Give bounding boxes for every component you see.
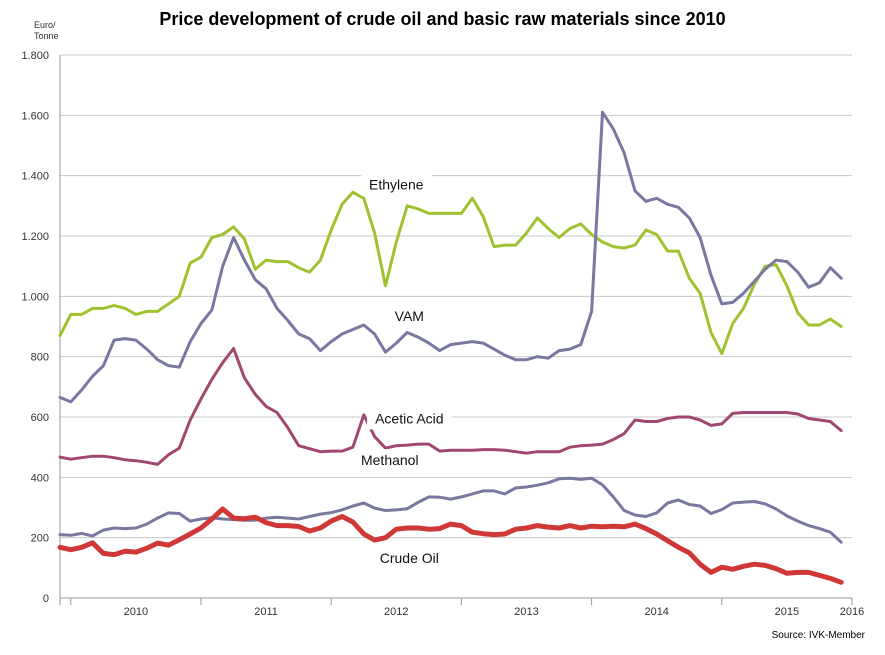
chart-title: Price development of crude oil and basic… — [159, 9, 726, 29]
y-axis-unit-line1: Euro/ — [34, 20, 56, 30]
series-label: Methanol — [361, 452, 419, 468]
series-label: Crude Oil — [380, 550, 439, 566]
series-label-background — [361, 173, 432, 196]
y-tick-label: 1.800 — [21, 50, 49, 62]
y-tick-label: 1.600 — [21, 110, 49, 122]
source-note: Source: IVK-Member — [771, 630, 865, 641]
series-label: Ethylene — [369, 177, 424, 193]
y-tick-label: 400 — [31, 472, 49, 484]
series-label: Acetic Acid — [375, 411, 443, 427]
y-tick-label: 200 — [31, 533, 49, 545]
series-label-background — [371, 546, 447, 569]
y-tick-label: 600 — [31, 412, 49, 424]
x-tick-label: 2012 — [384, 606, 408, 618]
grid-lines — [60, 54, 852, 539]
y-axis-unit: Euro/ Tonne — [34, 20, 59, 42]
y-tick-labels: 0 200 400 600 800 1.000 1.200 1.400 1.600 1.800 — [21, 50, 49, 605]
x-tick-label: 2011 — [254, 606, 278, 618]
series-labels: Ethylene VAM Acetic Acid Methanol Crude Oil — [352, 173, 452, 569]
series-line-crude-oil — [57, 506, 844, 585]
y-tick-label: 0 — [43, 593, 49, 605]
x-tick-labels: 2010 2011 2012 2013 2014 2015 2016 — [124, 606, 865, 618]
x-tick-label: 2013 — [514, 606, 538, 618]
series-line-ethylene — [58, 190, 843, 356]
axes — [59, 55, 853, 605]
series-label-background — [352, 449, 427, 472]
y-axis-unit-line2: Tonne — [34, 31, 59, 41]
x-tick-label: 2010 — [124, 606, 148, 618]
series-lines — [57, 110, 844, 585]
x-tick-label: 2015 — [775, 606, 799, 618]
series-line-methanol — [58, 476, 843, 544]
x-tick-label: 2014 — [644, 606, 668, 618]
x-tick-label: 2016 — [840, 606, 864, 618]
y-tick-label: 800 — [31, 352, 49, 364]
series-label-background — [386, 304, 432, 327]
series-label: VAM — [395, 308, 424, 324]
y-tick-label: 1.400 — [21, 171, 49, 183]
series-label-background — [367, 407, 452, 430]
y-tick-label: 1.200 — [21, 231, 49, 243]
series-line-acetic-acid — [58, 347, 843, 466]
y-tick-label: 1.000 — [21, 291, 49, 303]
series-line-vam — [58, 110, 843, 404]
